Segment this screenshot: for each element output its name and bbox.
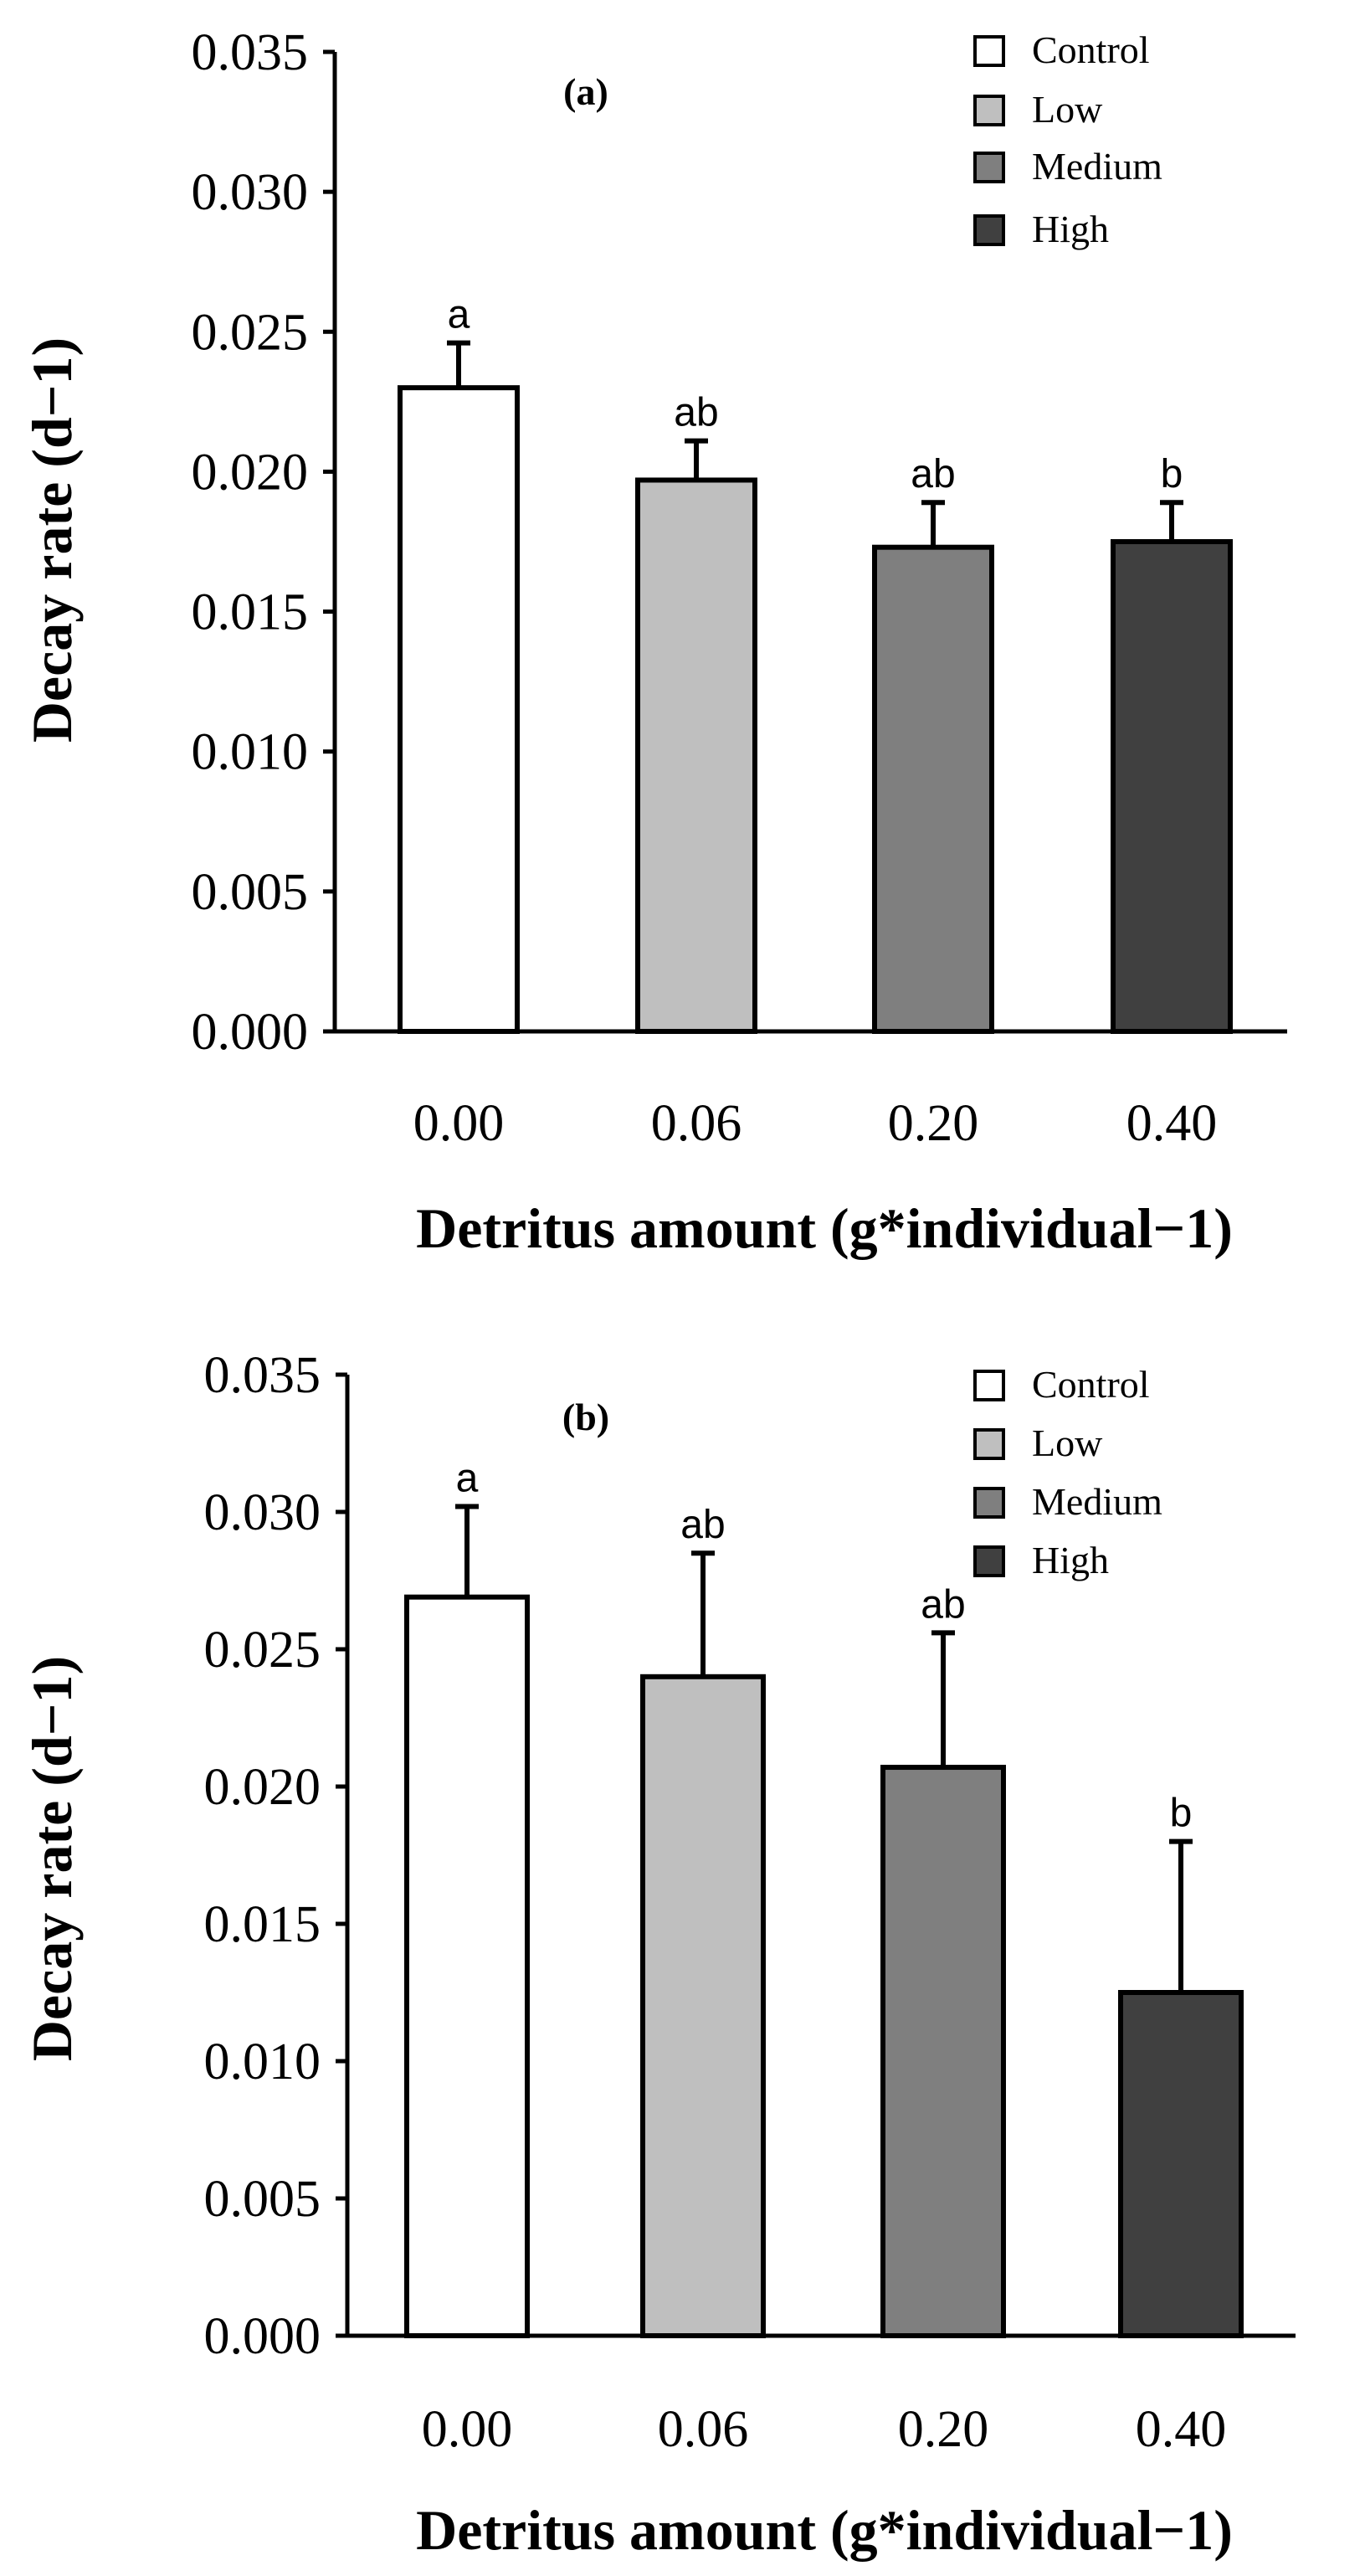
panel-label: (b): [562, 1396, 609, 1438]
y-axis-ticks: 0.000 0.005 0.010 0.015 0.020 0.025 0.030 0.035: [192, 24, 335, 1061]
bars: a 0.00 ab 0.06 ab 0.20 b 0.40: [404, 1456, 1244, 2458]
legend-swatch: [973, 1370, 1005, 1401]
legend-label: High: [1032, 1539, 1109, 1581]
chart-panel-b: (b) 0.0000.0050.0100.0150.0200.0250.0300…: [20, 1347, 1296, 2562]
y-tick-label: 0.015: [204, 1896, 321, 1953]
legend-label: Low: [1032, 1422, 1103, 1464]
bar: [398, 385, 520, 1034]
significance-label: b: [1170, 1792, 1193, 1836]
bar: [640, 1674, 766, 2339]
x-axis-title: Detritus amount (g*individual−1): [416, 2498, 1233, 2562]
legend-label: Medium: [1032, 145, 1162, 188]
y-tick-label: 0.025: [204, 1622, 321, 1679]
bar: [1111, 539, 1233, 1034]
y-tick-label: 0.010: [192, 724, 309, 781]
x-tick-label: 0.00: [413, 1095, 505, 1152]
y-tick-label: 0.035: [192, 24, 309, 81]
legend-label: Low: [1032, 88, 1103, 131]
panel-label: (a): [563, 70, 608, 113]
legend-swatch: [973, 214, 1005, 246]
significance-label: ab: [680, 1503, 725, 1547]
y-axis-title: Decay rate (d−1): [20, 337, 84, 743]
y-tick-label: 0.030: [192, 164, 309, 221]
significance-label: ab: [674, 391, 718, 435]
x-tick-label: 0.40: [1136, 2401, 1227, 2458]
bar: [872, 544, 994, 1034]
significance-label: b: [1161, 452, 1183, 496]
bar: [635, 477, 757, 1034]
x-tick-label: 0.00: [422, 2401, 513, 2458]
x-tick-label: 0.20: [898, 2401, 989, 2458]
y-tick-label: 0.000: [204, 2308, 321, 2365]
chart-panel-a: (a) 0.0000.0050.0100.0150.0200.0250.0300…: [20, 24, 1287, 1260]
legend-label: Control: [1032, 28, 1150, 71]
legend-swatch: [973, 1487, 1005, 1519]
x-tick-label: 0.06: [658, 2401, 749, 2458]
legend: Control Low Medium High: [973, 28, 1162, 250]
significance-label: a: [448, 293, 470, 337]
legend-swatch: [973, 95, 1005, 126]
y-tick-label: 0.005: [192, 864, 309, 921]
significance-label: a: [456, 1456, 479, 1500]
legend: Control Low Medium High: [973, 1363, 1162, 1581]
x-axis-title: Detritus amount (g*individual−1): [416, 1196, 1233, 1260]
y-tick-label: 0.015: [192, 584, 309, 641]
y-tick-label: 0.000: [192, 1004, 309, 1061]
y-tick-label: 0.010: [204, 2034, 321, 2090]
significance-label: ab: [911, 452, 955, 496]
legend-swatch: [973, 152, 1005, 183]
y-tick-label: 0.035: [204, 1347, 321, 1404]
legend-swatch: [973, 35, 1005, 67]
bar: [1118, 1990, 1244, 2338]
y-tick-label: 0.005: [204, 2171, 321, 2228]
x-tick-label: 0.40: [1126, 1095, 1218, 1152]
y-axis-title: Decay rate (d−1): [20, 1656, 84, 2061]
y-axis-ticks: 0.000 0.005 0.010 0.015 0.020 0.025 0.030 0.035: [204, 1347, 347, 2365]
y-tick-label: 0.025: [192, 304, 309, 361]
y-tick-label: 0.020: [204, 1759, 321, 1816]
x-tick-label: 0.06: [651, 1095, 742, 1152]
legend-swatch: [973, 1428, 1005, 1460]
y-tick-label: 0.020: [192, 444, 309, 501]
legend-swatch: [973, 1545, 1005, 1577]
legend-label: High: [1032, 208, 1109, 250]
y-tick-label: 0.030: [204, 1484, 321, 1541]
significance-label: ab: [921, 1582, 965, 1627]
bar: [880, 1765, 1006, 2339]
legend-label: Medium: [1032, 1480, 1162, 1523]
legend-label: Control: [1032, 1363, 1150, 1406]
bar: [404, 1594, 530, 2339]
x-tick-label: 0.20: [888, 1095, 979, 1152]
bars: a 0.00 ab 0.06 ab 0.20 b 0.40: [398, 293, 1233, 1152]
